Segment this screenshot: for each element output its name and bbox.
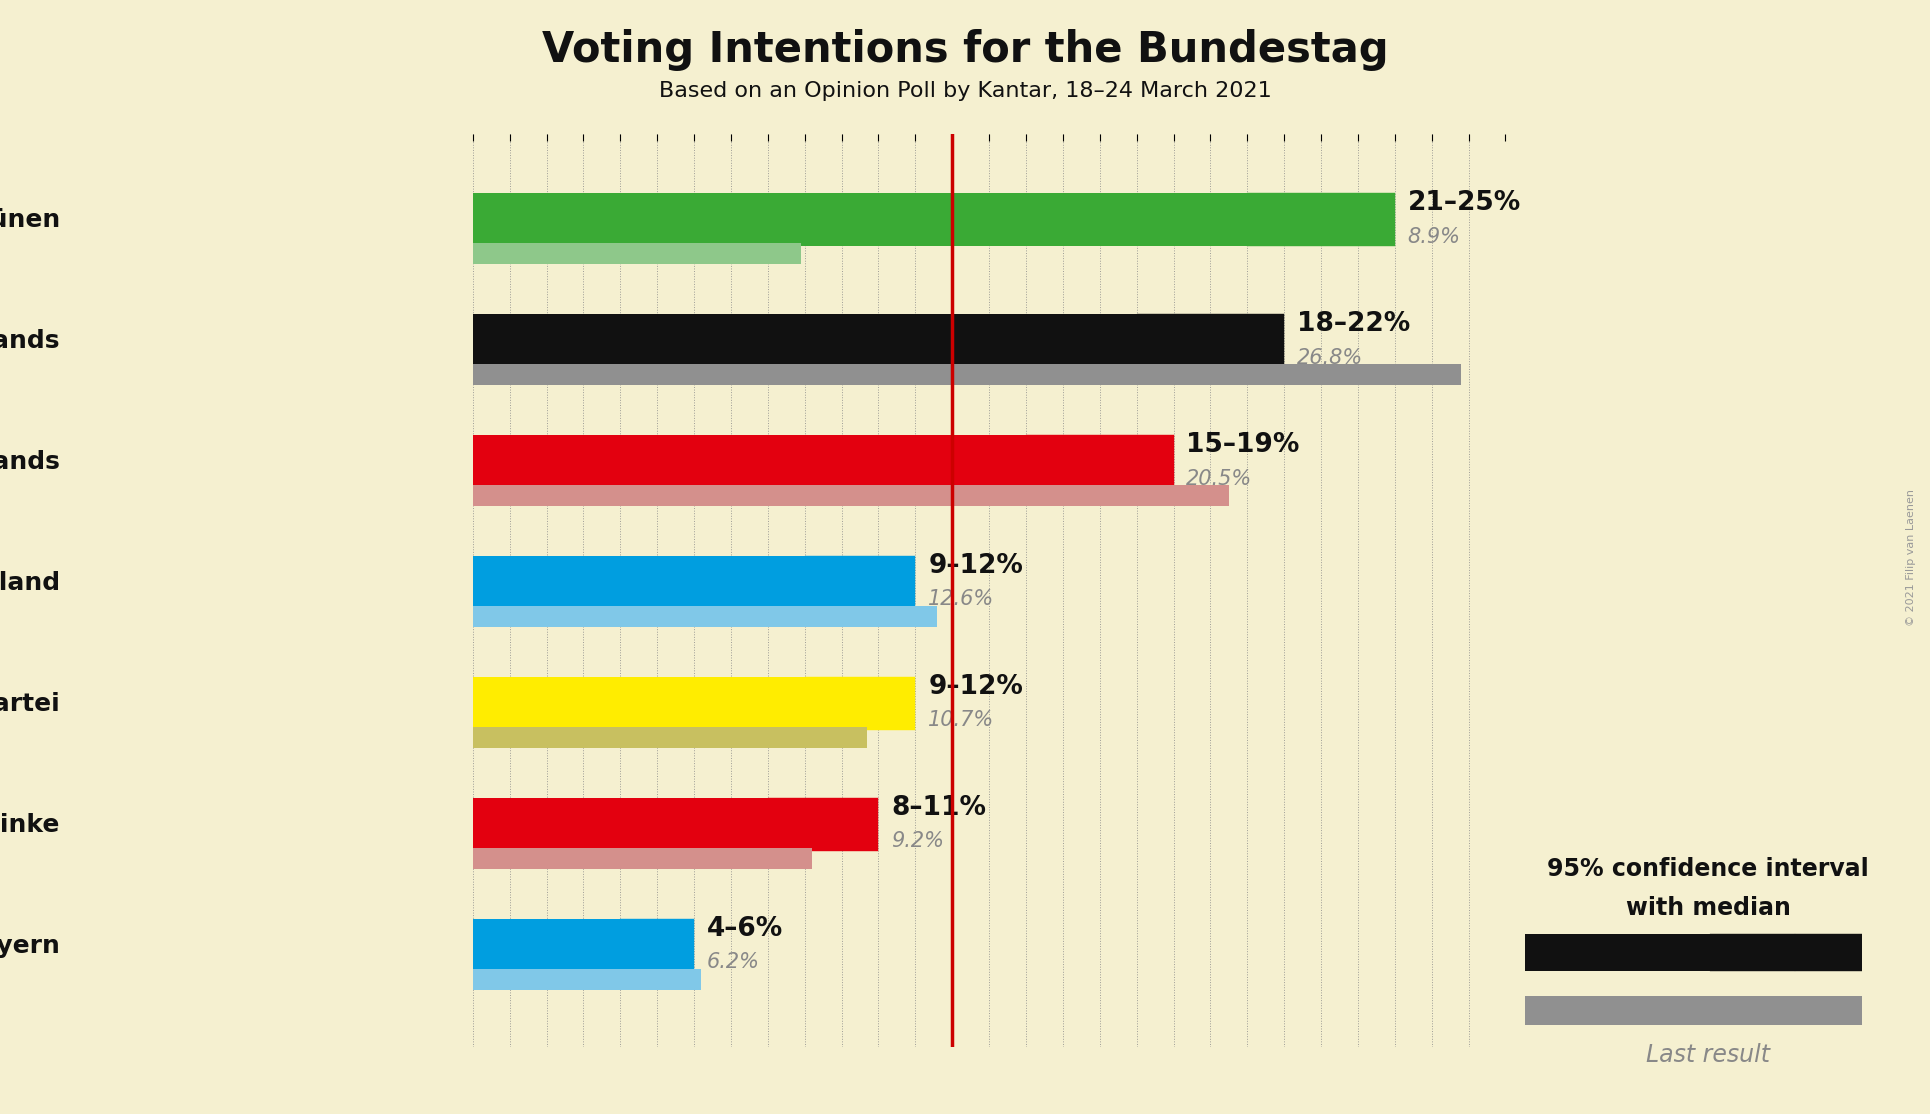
Bar (1247, 193, 1395, 246)
Text: 18–22%: 18–22% (1297, 311, 1411, 336)
Text: Sozialdemokratische Partei Deutschlands: Sozialdemokratische Partei Deutschlands (0, 450, 60, 473)
Bar (473, 486, 1229, 506)
Text: with median: with median (1625, 896, 1791, 920)
Bar (473, 798, 768, 851)
Text: Voting Intentions for the Bundestag: Voting Intentions for the Bundestag (542, 29, 1388, 71)
Bar (473, 556, 805, 609)
Bar (473, 606, 938, 627)
Text: 8–11%: 8–11% (892, 794, 986, 821)
Bar (473, 848, 813, 869)
Bar (473, 364, 1461, 384)
Bar (473, 434, 1027, 488)
Bar (1027, 434, 1173, 488)
Text: 12.6%: 12.6% (928, 589, 994, 609)
Text: 9.2%: 9.2% (892, 831, 944, 851)
Text: Bündnis 90/Die Grünen: Bündnis 90/Die Grünen (0, 207, 60, 232)
Text: 9–12%: 9–12% (928, 674, 1023, 700)
Text: 10.7%: 10.7% (928, 711, 994, 731)
Bar (620, 919, 695, 973)
Text: 4–6%: 4–6% (706, 916, 784, 941)
Text: 9–12%: 9–12% (928, 553, 1023, 578)
Bar (1710, 934, 1795, 971)
Text: 15–19%: 15–19% (1187, 431, 1299, 458)
Bar (473, 193, 1247, 246)
Text: © 2021 Filip van Laenen: © 2021 Filip van Laenen (1907, 489, 1916, 625)
Text: 21–25%: 21–25% (1407, 189, 1521, 216)
Text: Christlich-Soziale Union in Bayern: Christlich-Soziale Union in Bayern (0, 934, 60, 958)
Bar (1525, 934, 1710, 971)
Bar (1525, 996, 1862, 1025)
Text: 20.5%: 20.5% (1187, 469, 1253, 489)
Text: 8.9%: 8.9% (1407, 226, 1461, 246)
Bar (473, 314, 1137, 368)
Text: Die Linke: Die Linke (0, 812, 60, 837)
Text: 95% confidence interval: 95% confidence interval (1548, 857, 1868, 881)
Text: Christlich Demokratische Union Deutschlands: Christlich Demokratische Union Deutschla… (0, 329, 60, 352)
Bar (768, 798, 878, 851)
Bar (473, 969, 701, 989)
Bar (473, 919, 620, 973)
Text: Alternative für Deutschland: Alternative für Deutschland (0, 570, 60, 595)
Bar (1795, 934, 1862, 971)
Bar (805, 677, 915, 730)
Text: Freie Demokratische Partei: Freie Demokratische Partei (0, 692, 60, 715)
Bar (1137, 314, 1283, 368)
Text: 6.2%: 6.2% (706, 952, 760, 973)
Text: 26.8%: 26.8% (1297, 348, 1363, 368)
Bar (473, 677, 805, 730)
Bar (805, 556, 915, 609)
Bar (473, 243, 801, 264)
Bar (473, 727, 867, 747)
Text: Based on an Opinion Poll by Kantar, 18–24 March 2021: Based on an Opinion Poll by Kantar, 18–2… (658, 81, 1272, 101)
Text: Last result: Last result (1646, 1043, 1770, 1067)
